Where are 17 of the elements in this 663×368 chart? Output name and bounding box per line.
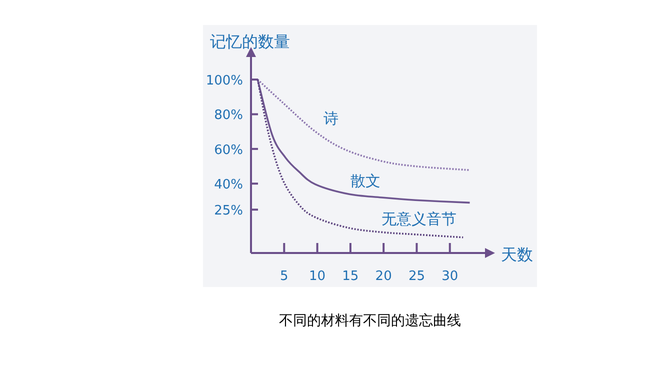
x-axis-title: 天数 [501, 245, 533, 264]
y-tick-label: 60% [214, 142, 243, 158]
y-axis-title: 记忆的数量 [210, 32, 290, 51]
x-tick-label: 15 [342, 269, 359, 284]
y-tick-label: 80% [214, 108, 243, 124]
series-label: 散文 [350, 172, 380, 190]
series-label: 无意义音节 [382, 210, 457, 228]
series-label: 诗 [323, 110, 338, 128]
y-tick-label: 40% [214, 178, 243, 193]
y-tick-label: 25% [214, 204, 243, 219]
x-tick-label: 5 [280, 269, 288, 284]
text: 不同的材料有不同的遗忘曲线 [279, 312, 461, 329]
x-tick-label: 20 [375, 269, 392, 284]
x-tick-label: 10 [309, 269, 326, 284]
x-tick-label: 25 [408, 269, 425, 284]
y-tick-label: 100% [206, 74, 243, 89]
x-tick-label: 30 [442, 269, 458, 284]
